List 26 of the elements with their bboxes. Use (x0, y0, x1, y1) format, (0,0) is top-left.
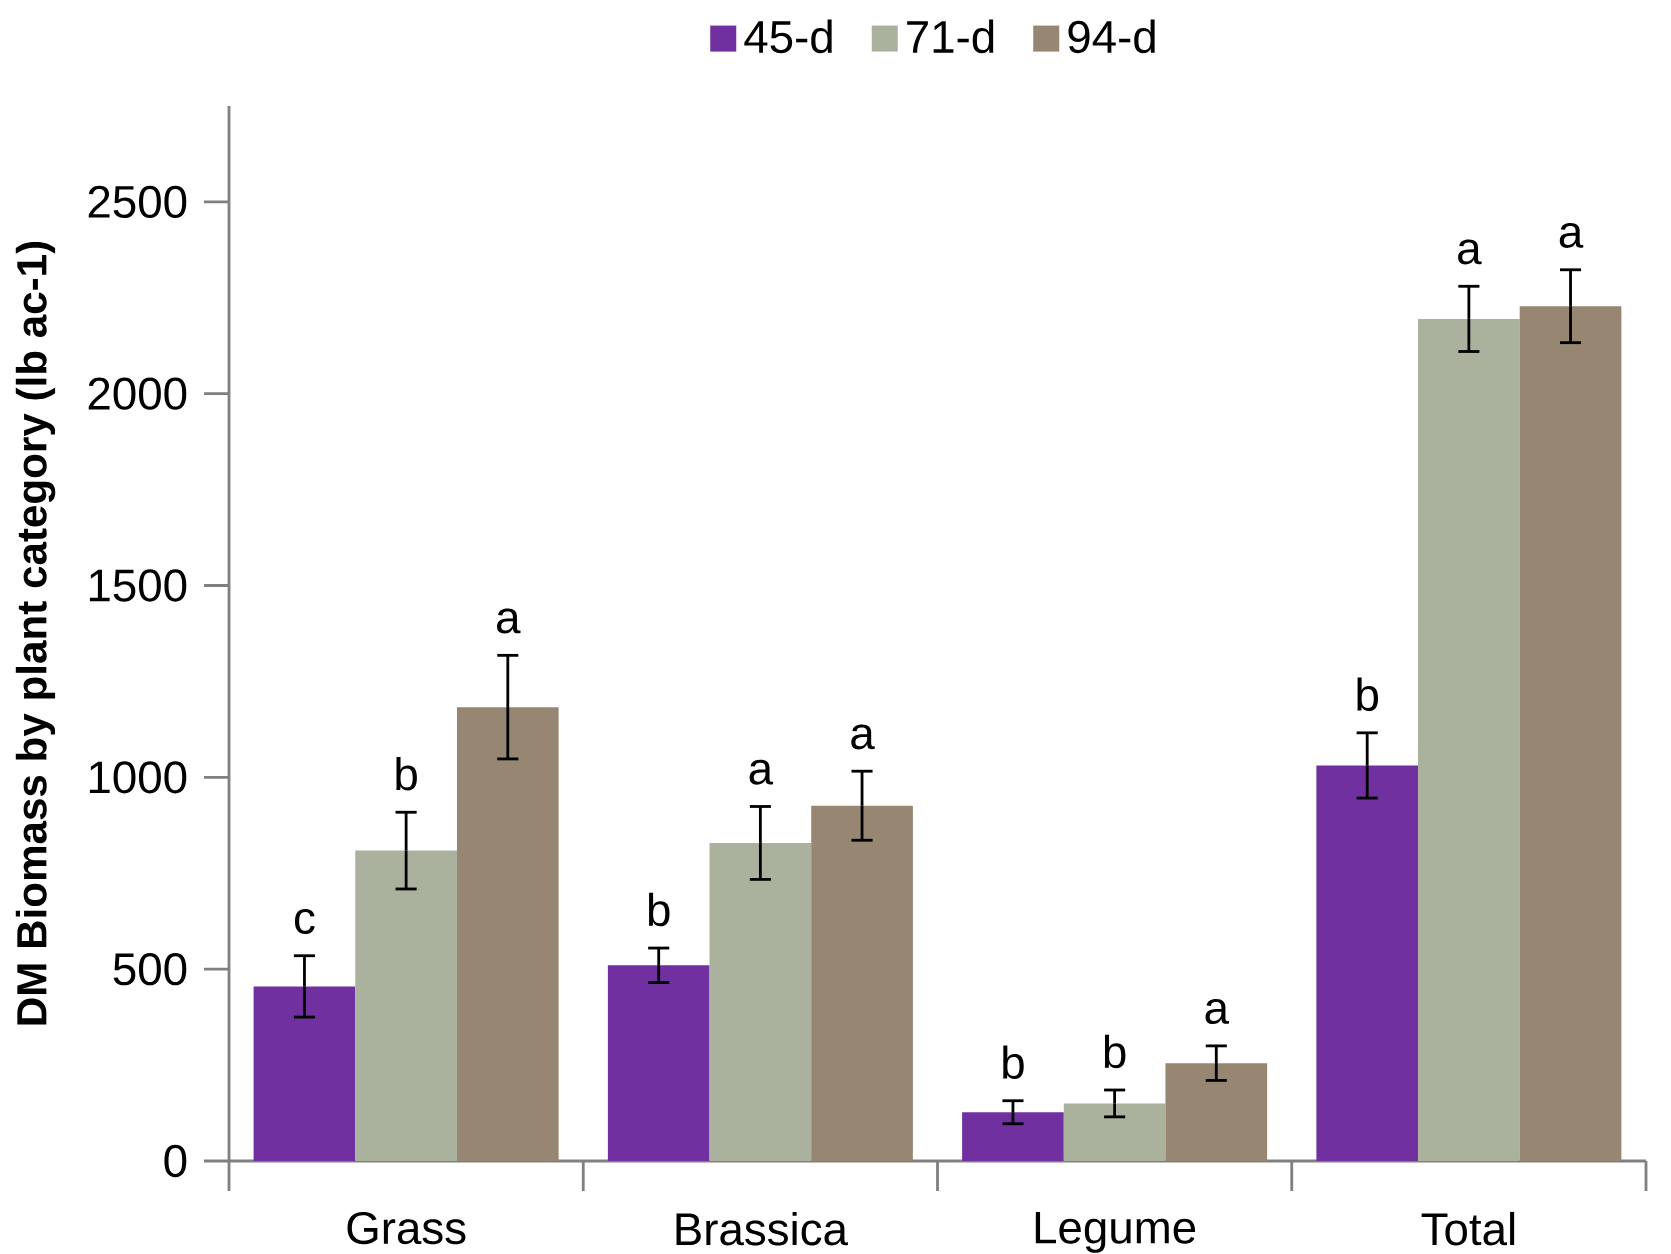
y-tick-label: 500 (113, 952, 187, 986)
data-label: a (1559, 222, 1584, 248)
y-axis-title: DM Biomass by plant category (lb ac-1) (15, 241, 56, 1025)
data-label: a (497, 608, 521, 634)
x-tick-label: Brassica (676, 1211, 848, 1246)
data-label: a (1205, 999, 1229, 1025)
y-tick-label: 1000 (89, 761, 187, 794)
legend-label: 45-d (744, 19, 832, 54)
y-tick-label: 2000 (88, 377, 187, 410)
data-label: b (648, 892, 670, 927)
data-label: b (1357, 677, 1378, 712)
data-label: a (851, 724, 875, 750)
y-tick-label: 2500 (88, 185, 187, 219)
y-tick-label: 1500 (89, 569, 187, 602)
data-label: a (1458, 239, 1482, 265)
data-label: c (294, 908, 315, 934)
data-label: b (1003, 1045, 1024, 1079)
data-label: b (1104, 1034, 1126, 1069)
data-label: b (396, 756, 417, 791)
legend-label: 94-d (1068, 19, 1155, 54)
legend-label: 71-d (907, 19, 994, 54)
x-tick-label: Legume (1035, 1211, 1196, 1253)
x-tick-label: Total (1421, 1211, 1515, 1246)
y-tick-label: 0 (164, 1144, 187, 1178)
data-label: a (749, 759, 774, 785)
x-tick-label: Grass (347, 1211, 466, 1245)
